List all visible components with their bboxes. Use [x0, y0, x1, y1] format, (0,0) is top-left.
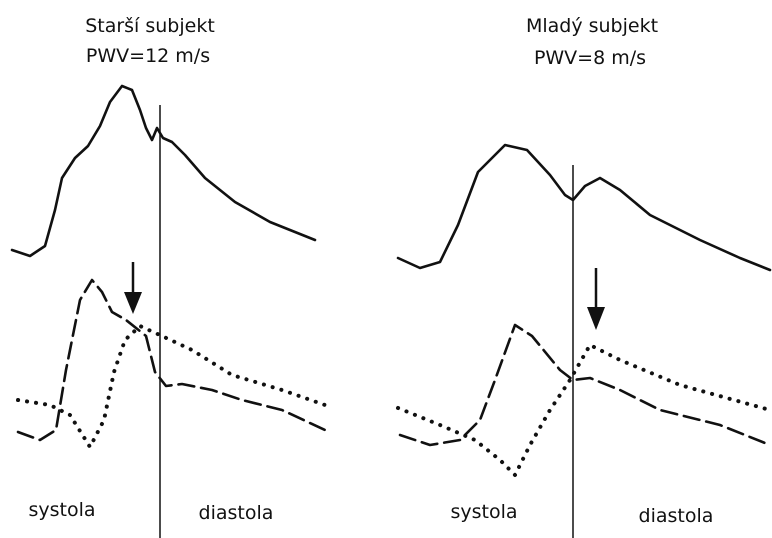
reflected-wave	[396, 343, 772, 477]
pressure-curve	[10, 84, 317, 258]
forward-wave	[16, 278, 327, 442]
panel-old: Starší subjekt PWV=12 m/s systola diasto…	[10, 15, 327, 538]
systole-label: systola	[28, 499, 95, 521]
pressure-curve	[396, 143, 772, 272]
diastole-label: diastola	[639, 505, 714, 527]
panel-young: Mladý subjekt PWV=8 m/s systola diastola	[396, 15, 772, 538]
panel-subtitle: PWV=12 m/s	[86, 45, 210, 67]
panel-title: Starší subjekt	[85, 15, 215, 37]
panel-title: Mladý subjekt	[526, 15, 658, 37]
reflected-wave	[16, 324, 327, 449]
arrow-head	[587, 307, 605, 330]
panel-subtitle: PWV=8 m/s	[534, 47, 646, 69]
arrow-head	[124, 292, 142, 314]
forward-wave	[398, 323, 772, 447]
systole-label: systola	[450, 501, 517, 523]
diastole-label: diastola	[199, 502, 274, 524]
